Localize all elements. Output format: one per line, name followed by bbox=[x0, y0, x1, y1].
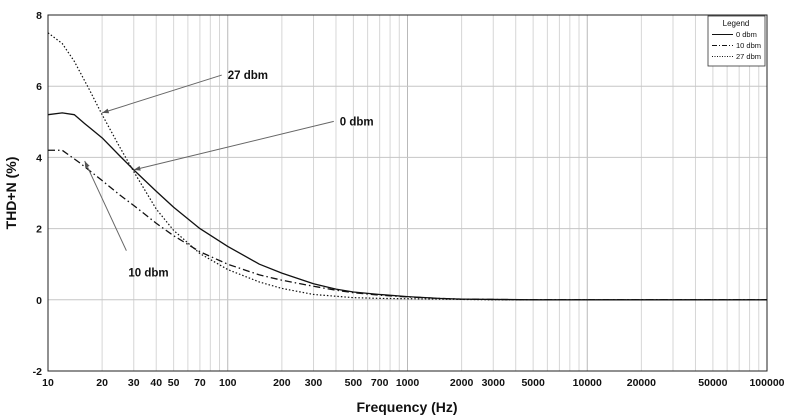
x-tick-label: 700 bbox=[371, 377, 389, 389]
legend-title: Legend bbox=[723, 19, 750, 28]
x-tick-label: 1000 bbox=[396, 377, 420, 389]
tick-labels: 10 20 30 40 50 70 100 200 300 500 700 1000 2000 3000 5… bbox=[33, 10, 785, 389]
x-tick-label: 10 bbox=[42, 377, 54, 389]
x-tick-label: 50 bbox=[168, 377, 180, 389]
annotation-arrowhead bbox=[102, 108, 110, 114]
x-tick-label: 40 bbox=[150, 377, 162, 389]
x-tick-label: 2000 bbox=[450, 377, 474, 389]
legend: Legend 0 dbm 10 dbm 27 dbm bbox=[707, 15, 766, 67]
series-lines bbox=[47, 32, 767, 301]
x-tick-label: 50000 bbox=[698, 377, 727, 389]
y-tick-label: 8 bbox=[36, 10, 42, 22]
y-tick-label: 4 bbox=[36, 152, 42, 164]
y-tick-label: 0 bbox=[36, 295, 42, 307]
x-axis-title: Frequency (Hz) bbox=[356, 399, 457, 415]
annotations: 27 dbm 0 dbm 10 dbm bbox=[84, 70, 374, 280]
y-axis-title: THD+N (%) bbox=[3, 157, 19, 230]
x-tick-label: 30 bbox=[128, 377, 140, 389]
annotation-arrowhead bbox=[84, 160, 90, 168]
legend-box bbox=[707, 15, 766, 67]
legend-label: 10 dbm bbox=[736, 41, 761, 50]
legend-label: 27 dbm bbox=[736, 52, 761, 61]
x-tick-label: 10000 bbox=[573, 377, 602, 389]
annotation-label: 0 dbm bbox=[340, 116, 374, 128]
x-tick-label: 70 bbox=[194, 377, 206, 389]
legend-label: 0 dbm bbox=[736, 30, 757, 39]
y-tick-label: -2 bbox=[33, 366, 42, 378]
x-tick-label: 20 bbox=[96, 377, 108, 389]
annotation-label: 27 dbm bbox=[228, 70, 268, 82]
x-tick-label: 100000 bbox=[749, 377, 784, 389]
x-tick-label: 100 bbox=[219, 377, 237, 389]
grid bbox=[48, 15, 767, 371]
annotation-leader bbox=[101, 74, 222, 114]
series-line-10-dbm bbox=[48, 149, 767, 301]
x-tick-label: 20000 bbox=[627, 377, 656, 389]
x-tick-label: 5000 bbox=[521, 377, 545, 389]
annotation-leader bbox=[84, 160, 127, 251]
x-tick-label: 500 bbox=[345, 377, 363, 389]
plot-area-frame bbox=[47, 14, 768, 372]
x-tick-label: 3000 bbox=[482, 377, 506, 389]
x-tick-label: 300 bbox=[305, 377, 323, 389]
annotation-arrowhead bbox=[133, 165, 141, 171]
legend-entries: 0 dbm 10 dbm 27 dbm bbox=[712, 30, 761, 61]
y-tick-label: 2 bbox=[36, 224, 42, 236]
x-tick-label: 200 bbox=[273, 377, 291, 389]
annotation-leader bbox=[133, 120, 334, 171]
annotation-label: 10 dbm bbox=[128, 268, 168, 280]
y-tick-label: 6 bbox=[36, 81, 42, 93]
